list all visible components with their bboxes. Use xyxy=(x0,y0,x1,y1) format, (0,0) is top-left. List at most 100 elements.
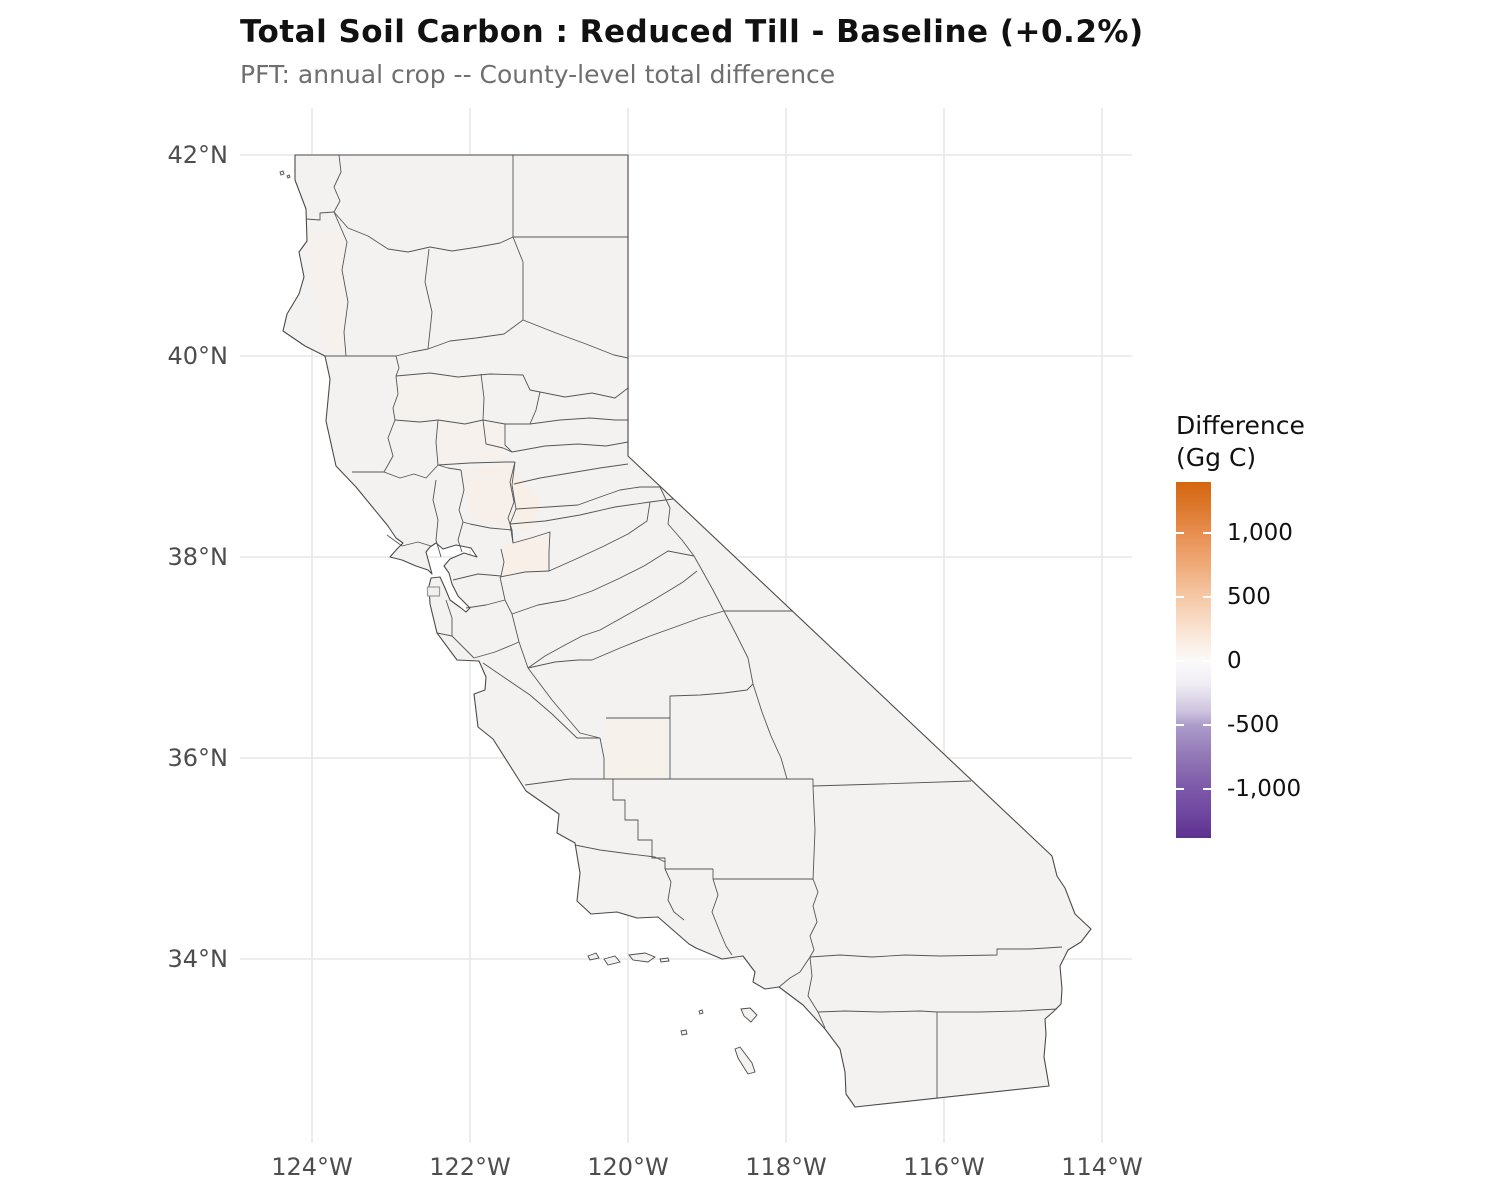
county-border xyxy=(529,391,541,425)
county-border xyxy=(427,319,524,350)
county-border xyxy=(499,570,550,578)
colorbar-tick xyxy=(1176,660,1184,662)
colorbar-tick-label: 1,000 xyxy=(1227,520,1293,546)
y-tick-label: 34°N xyxy=(167,945,229,973)
county-border xyxy=(937,1008,1058,1013)
county-border xyxy=(574,844,666,869)
legend-title-line2: (Gg C) xyxy=(1176,443,1257,472)
county-border xyxy=(386,534,432,547)
county-tint xyxy=(606,720,668,778)
county-border xyxy=(659,486,725,612)
county-border xyxy=(529,417,628,425)
county-border xyxy=(599,737,605,779)
colorbar-tick xyxy=(1203,596,1211,598)
county-border xyxy=(527,629,601,669)
y-tick-label: 38°N xyxy=(167,543,229,571)
county-border xyxy=(480,373,485,421)
county-border xyxy=(392,375,399,421)
county-border xyxy=(436,632,453,637)
colorbar-tick xyxy=(1203,724,1211,726)
county-border xyxy=(527,667,601,739)
island xyxy=(587,952,600,961)
county-border xyxy=(513,463,629,485)
county-border xyxy=(482,662,600,739)
island xyxy=(698,1009,704,1015)
county-border xyxy=(452,573,502,581)
county-tint xyxy=(440,422,505,462)
county-border xyxy=(522,374,541,393)
county-border xyxy=(527,659,592,669)
county-border xyxy=(511,599,567,615)
county-border xyxy=(612,779,666,869)
plot-subtitle: PFT: annual crop -- County-level total d… xyxy=(240,60,836,89)
county-border xyxy=(500,548,505,577)
x-tick-label: 122°W xyxy=(429,1153,511,1181)
colorbar-tick xyxy=(1176,596,1184,598)
county-border xyxy=(395,372,524,378)
county-border xyxy=(333,154,342,213)
colorbar-tick-label: -500 xyxy=(1227,712,1280,738)
island xyxy=(628,952,656,963)
county-border xyxy=(437,461,515,466)
county-border xyxy=(395,348,429,357)
island xyxy=(603,955,621,966)
colorbar-tick xyxy=(1203,788,1211,790)
county-border xyxy=(305,211,335,221)
county-border xyxy=(465,599,506,609)
county-border xyxy=(817,1010,938,1013)
county-border xyxy=(548,501,651,572)
county-border xyxy=(539,387,629,399)
x-tick-label: 116°W xyxy=(903,1153,985,1181)
plot-title: Total Soil Carbon : Reduced Till - Basel… xyxy=(240,14,1144,50)
colorbar-tick xyxy=(1176,788,1184,790)
y-tick-label: 36°N xyxy=(167,744,229,772)
county-border xyxy=(432,479,442,558)
county-border xyxy=(512,236,524,320)
county-tint xyxy=(398,378,482,418)
island xyxy=(286,174,291,179)
legend-title: Difference (Gg C) xyxy=(1176,410,1305,474)
county-border xyxy=(504,424,513,453)
legend-title-line1: Difference xyxy=(1176,411,1305,440)
county-border xyxy=(457,521,464,553)
county-border xyxy=(395,355,400,377)
county-border xyxy=(809,946,1063,958)
colorbar-tick-label: 500 xyxy=(1227,584,1271,610)
island xyxy=(659,957,670,963)
colorbar-tick xyxy=(1176,724,1184,726)
y-tick-label: 40°N xyxy=(167,342,229,370)
county-tint xyxy=(462,465,512,528)
county-border xyxy=(669,683,754,718)
county-border xyxy=(383,419,396,473)
colorbar-tick-label: -1,000 xyxy=(1227,776,1302,802)
county-border xyxy=(723,610,754,685)
county-border xyxy=(333,211,349,357)
county-border xyxy=(458,469,471,525)
county-border xyxy=(473,641,520,659)
y-tick-label: 42°N xyxy=(167,141,229,169)
county-tint xyxy=(308,232,344,350)
county-border xyxy=(333,211,514,253)
county-border xyxy=(778,956,811,988)
state-fill xyxy=(283,155,1091,1107)
island xyxy=(680,1029,688,1036)
colorbar-tick-label: 0 xyxy=(1227,648,1242,674)
county-border xyxy=(515,486,660,510)
county-border xyxy=(437,464,462,471)
county-border xyxy=(469,523,513,531)
x-tick-label: 114°W xyxy=(1061,1153,1143,1181)
san-francisco-outline xyxy=(426,586,441,597)
county-border xyxy=(565,550,695,601)
x-tick-label: 124°W xyxy=(271,1153,353,1181)
colorbar-tick xyxy=(1176,532,1184,534)
island xyxy=(279,170,285,176)
county-border xyxy=(445,599,453,636)
state-border xyxy=(282,154,1092,1108)
island xyxy=(740,1007,758,1023)
county-border xyxy=(451,635,475,659)
county-border xyxy=(591,610,725,661)
x-tick-label: 120°W xyxy=(587,1153,669,1181)
county-border xyxy=(807,956,826,1029)
county-border xyxy=(509,498,674,525)
colorbar-tick xyxy=(1203,660,1211,662)
